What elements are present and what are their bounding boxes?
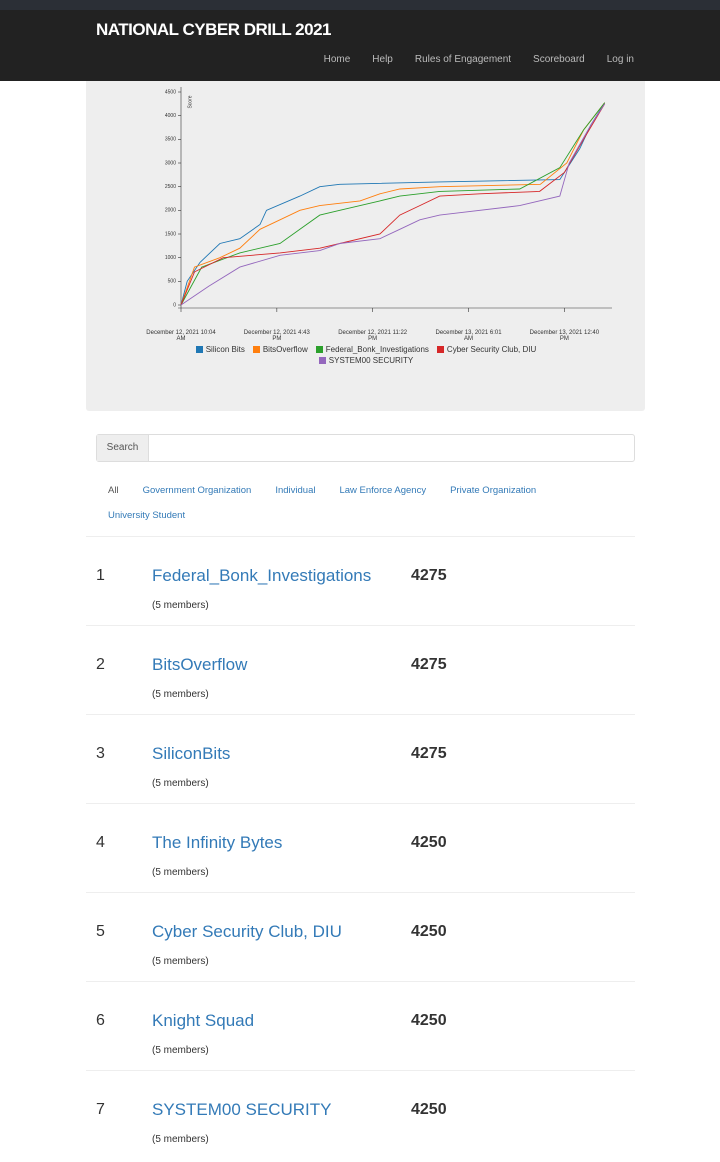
legend-swatch [318, 357, 326, 364]
header: NATIONAL CYBER DRILL 2021 Home Help Rules … [0, 0, 720, 81]
team-score: 4250 [411, 1012, 447, 1029]
filter-tab[interactable]: University Student [108, 510, 186, 521]
team-row: 6 Knight Squad 4250 (5 members) [86, 981, 635, 1071]
y-tick-label: 3500 [165, 137, 176, 143]
legend-swatch [315, 346, 323, 353]
team-row: 5 Cyber Security Club, DIU 4250 (5 members) [86, 892, 635, 982]
legend-swatch [252, 346, 260, 353]
rank: 3 [96, 745, 105, 762]
x-tick-label: December 13, 2021 12:40 PM [529, 330, 600, 342]
team-name[interactable]: SYSTEM00 SECURITY [152, 1100, 332, 1119]
team-score: 4275 [411, 567, 447, 584]
nav-link[interactable]: Log in [606, 54, 634, 65]
legend: Silicon Bits BitsOverflow Federal_Bonk_Inv… [156, 345, 576, 365]
nav-link[interactable]: Home [323, 54, 351, 65]
filter-tab[interactable]: All [108, 485, 119, 496]
site-title[interactable]: NATIONAL CYBER DRILL 2021 [96, 20, 332, 39]
nav-link[interactable]: Help [372, 54, 393, 65]
team-name[interactable]: BitsOverflow [152, 655, 248, 674]
team-row: 7 SYSTEM00 SECURITY 4250 (5 members) [86, 1070, 635, 1160]
rank: 2 [96, 656, 105, 673]
legend-swatch [436, 346, 444, 353]
legend-item: Federal_Bonk_Investigations [315, 345, 429, 354]
rank: 5 [96, 923, 105, 940]
nav-link[interactable]: Scoreboard [533, 54, 585, 65]
team-score: 4250 [411, 834, 447, 851]
team-score: 4275 [411, 745, 447, 762]
filter-tab[interactable]: Government Organization [142, 485, 252, 496]
team-name[interactable]: Knight Squad [152, 1011, 255, 1030]
series-line [180, 103, 606, 306]
team-score: 4250 [411, 923, 447, 940]
filter-tab[interactable]: Law Enforce Agency [339, 485, 427, 496]
team-members: (5 members) [152, 600, 209, 611]
rank: 4 [96, 834, 105, 851]
team-name[interactable]: Cyber Security Club, DIU [152, 922, 342, 941]
legend-label: Cyber Security Club, DIU [446, 345, 537, 354]
team-row: 4 The Infinity Bytes 4250 (5 members) [86, 803, 635, 893]
legend-label: BitsOverflow [262, 345, 308, 354]
legend-swatch [195, 346, 203, 353]
team-members: (5 members) [152, 956, 209, 967]
legend-label: Federal_Bonk_Investigations [325, 345, 429, 354]
series-line [180, 102, 606, 306]
y-tick-label: 500 [168, 279, 177, 285]
y-tick-label: 3000 [165, 160, 176, 166]
filter-tabs: All Government Organization Individual Law … [96, 479, 636, 523]
search-label: Search [97, 435, 149, 461]
team-row: 1 Federal_Bonk_Investigations 4275 (5 membe… [86, 536, 635, 626]
filter-tab[interactable]: Individual [275, 485, 316, 496]
legend-item: Cyber Security Club, DIU [436, 345, 537, 354]
team-members: (5 members) [152, 867, 209, 878]
y-tick-label: 1000 [165, 255, 176, 261]
y-tick-label: 4000 [165, 113, 176, 119]
x-tick-label: December 12, 2021 10:04 AM [146, 330, 216, 342]
team-row: 3 SiliconBits 4275 (5 members) [86, 714, 635, 804]
team-name[interactable]: The Infinity Bytes [152, 833, 283, 852]
x-tick-label: December 12, 2021 11:22 PM [338, 330, 408, 342]
series-line [180, 102, 606, 306]
team-members: (5 members) [152, 689, 209, 700]
team-name[interactable]: Federal_Bonk_Investigations [152, 566, 372, 585]
nav: Home Help Rules of Engagement Scoreboard Log… [324, 54, 634, 65]
series-line [180, 103, 606, 306]
y-tick-label: 4500 [165, 89, 176, 95]
x-tick-label: December 12, 2021 4:43 PM [243, 330, 310, 342]
chart: 0 500 1000 1500 2000 2500 3000 3500 4000 4500 Scor… [165, 87, 612, 312]
legend-label: Silicon Bits [205, 345, 245, 354]
team-row: 2 BitsOverflow 4275 (5 members) [86, 625, 635, 715]
nav-link[interactable]: Rules of Engagement [414, 54, 512, 65]
team-name[interactable]: SiliconBits [152, 744, 231, 763]
team-members: (5 members) [152, 1045, 209, 1056]
x-tick-label: December 13, 2021 6:01 AM [435, 330, 502, 342]
legend-item: Silicon Bits [195, 345, 245, 354]
rank: 7 [96, 1101, 105, 1118]
y-tick-label: 1500 [165, 231, 176, 237]
team-members: (5 members) [152, 778, 209, 789]
team-score: 4250 [411, 1101, 447, 1118]
legend-item: BitsOverflow [252, 345, 308, 354]
legend-item: SYSTEM00 SECURITY [318, 356, 414, 365]
team-members: (5 members) [152, 1134, 209, 1145]
filter-tab[interactable]: Private Organization [450, 485, 537, 496]
legend-label: SYSTEM00 SECURITY [328, 356, 414, 365]
search-box[interactable]: Search [96, 434, 635, 462]
series-line [180, 102, 606, 306]
chart-panel: 0 500 1000 1500 2000 2500 3000 3500 4000 4500 Scor… [86, 62, 645, 411]
y-tick-label: 2500 [165, 184, 176, 190]
team-score: 4275 [411, 656, 447, 673]
rank: 1 [96, 567, 105, 584]
y-tick-label: 2000 [165, 208, 176, 214]
y-tick-label: 0 [173, 302, 176, 308]
y-axis-label: Score [187, 95, 193, 108]
rank: 6 [96, 1012, 105, 1029]
